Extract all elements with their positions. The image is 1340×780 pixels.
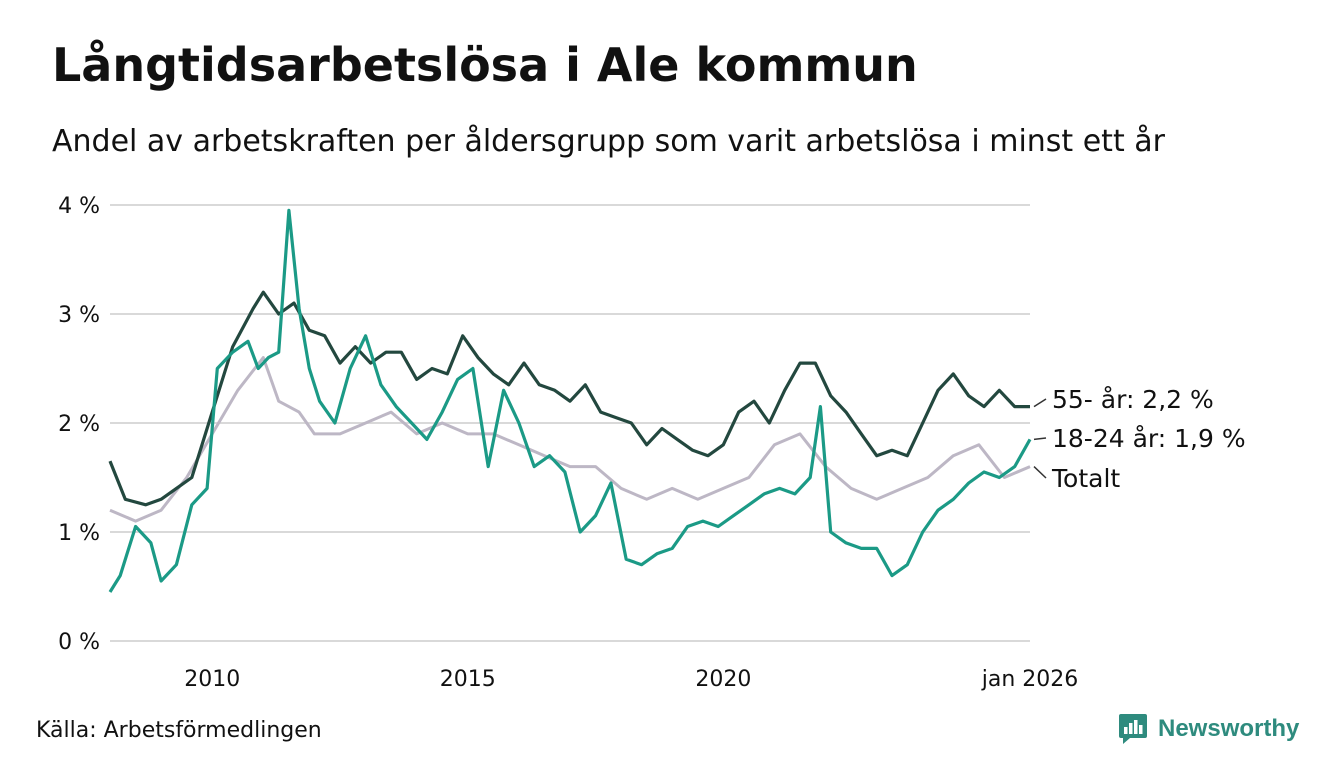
series-lines	[108, 208, 1032, 593]
series-line-55-r	[108, 290, 1030, 507]
y-tick-label: 2 %	[58, 412, 100, 437]
source-note: Källa: Arbetsförmedlingen	[36, 718, 322, 743]
x-axis-ticks: 2010 2015 2020 jan 2026	[184, 667, 1078, 692]
x-tick-label: 2015	[440, 667, 496, 692]
brand-logo: Newsworthy	[1118, 712, 1299, 746]
series-line-18-24-r	[108, 208, 1032, 593]
line-chart: 0 % 1 % 2 % 3 % 4 % 2010 2015 2020 jan 2026 Tot…	[58, 194, 1246, 692]
label-leader	[1033, 437, 1047, 441]
y-axis-ticks: 0 % 1 % 2 % 3 % 4 %	[58, 194, 100, 655]
chart-subtitle: Andel av arbetskraften per åldersgrupp s…	[52, 124, 1165, 159]
y-tick-label: 1 %	[58, 521, 100, 546]
series-end-label: 55- år: 2,2 %	[1052, 385, 1214, 414]
label-leader	[1033, 398, 1047, 408]
x-tick-label: jan 2026	[981, 667, 1079, 692]
label-leader	[1033, 466, 1047, 479]
series-end-labels: Totalt 55- år: 2,2 % 18-24 år: 1,9 %	[1033, 385, 1246, 493]
x-tick-label: 2020	[695, 667, 751, 692]
series-end-label: 18-24 år: 1,9 %	[1052, 424, 1246, 453]
chart-title: Långtidsarbetslösa i Ale kommun	[52, 38, 918, 92]
x-tick-label: 2010	[184, 667, 240, 692]
series-end-label: Totalt	[1051, 464, 1120, 493]
brand-name: Newsworthy	[1158, 715, 1300, 742]
y-tick-label: 3 %	[58, 303, 100, 328]
series-line-totalt	[109, 356, 1031, 523]
newsworthy-logo-icon	[1119, 714, 1147, 744]
gridlines	[110, 204, 1030, 642]
y-tick-label: 4 %	[58, 194, 100, 219]
y-tick-label: 0 %	[58, 630, 100, 655]
